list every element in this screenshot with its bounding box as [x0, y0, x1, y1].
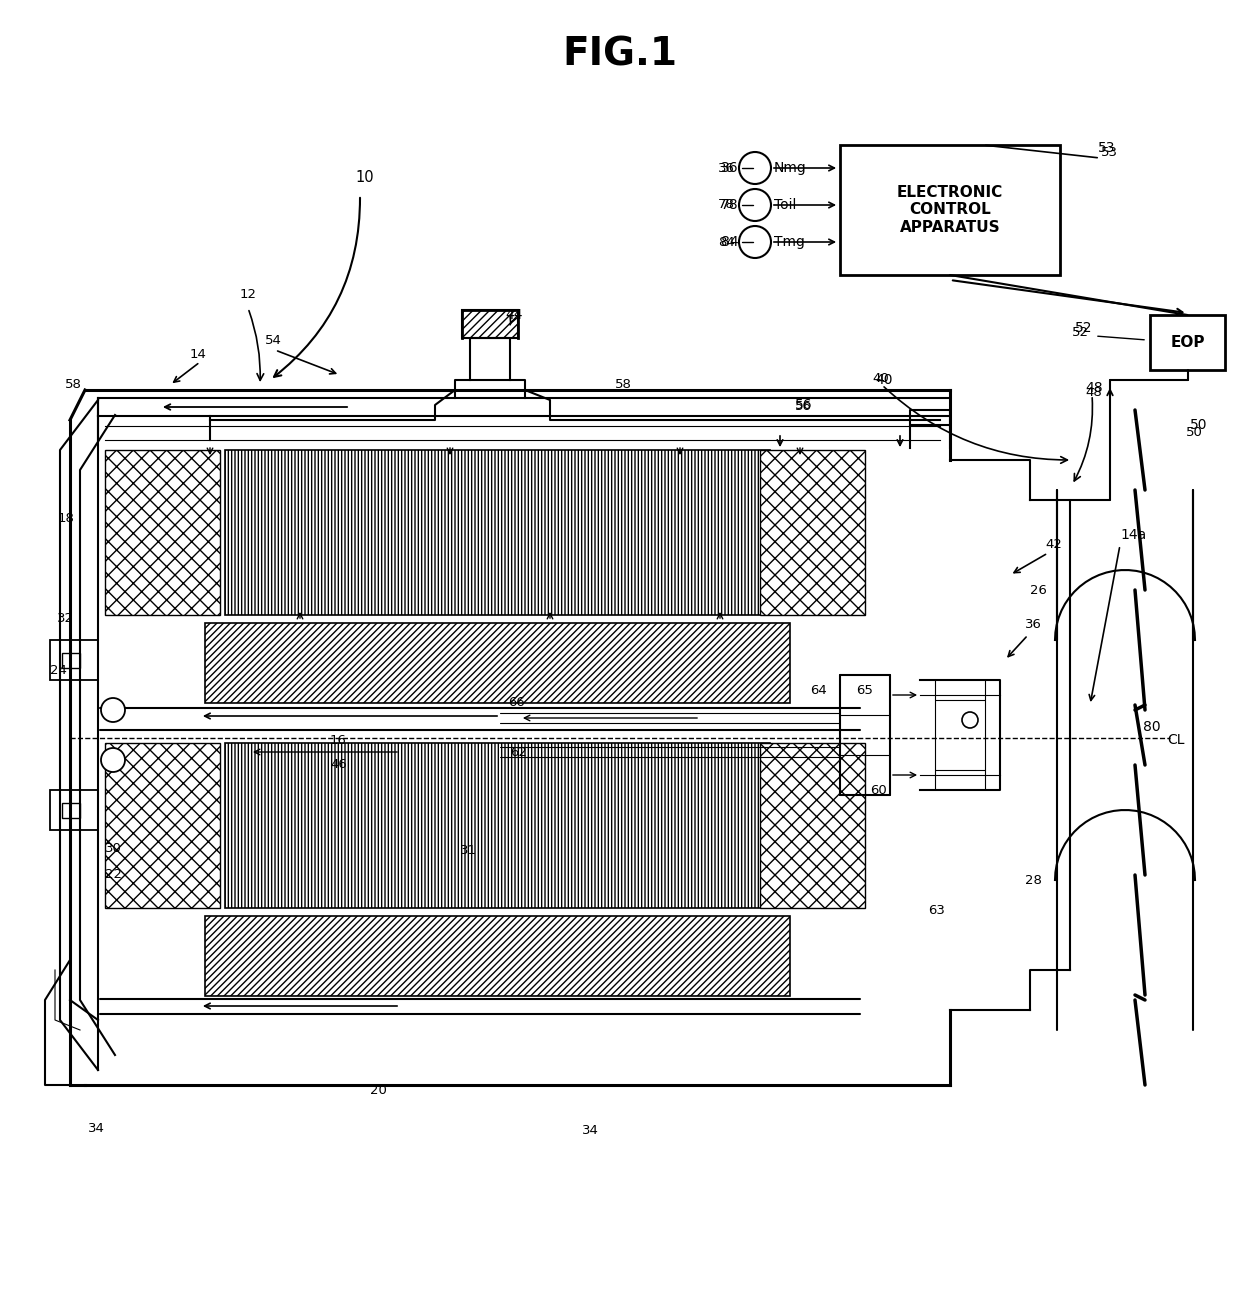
- Text: ELECTRONIC
CONTROL
APPARATUS: ELECTRONIC CONTROL APPARATUS: [897, 185, 1003, 235]
- Text: 44: 44: [505, 308, 522, 322]
- Text: 56: 56: [795, 398, 812, 412]
- Text: 52: 52: [1073, 326, 1089, 339]
- Text: 58: 58: [64, 378, 82, 391]
- Bar: [105, 744, 219, 907]
- Text: EOP: EOP: [1171, 335, 1205, 350]
- Text: 26: 26: [1030, 584, 1047, 597]
- Bar: [62, 803, 81, 818]
- Circle shape: [100, 747, 125, 772]
- Text: 80: 80: [1143, 720, 1161, 734]
- Bar: [760, 450, 866, 615]
- Bar: [105, 450, 219, 615]
- Text: Tmg: Tmg: [774, 235, 805, 250]
- Text: 14a: 14a: [1120, 528, 1146, 542]
- Text: 62: 62: [510, 745, 527, 758]
- Text: 34: 34: [88, 1122, 105, 1135]
- Text: 50: 50: [1185, 425, 1203, 438]
- Bar: [50, 640, 98, 680]
- Text: 34: 34: [582, 1123, 599, 1136]
- Text: 58: 58: [615, 378, 632, 391]
- Text: 22: 22: [105, 868, 122, 881]
- Bar: [1149, 315, 1225, 370]
- Text: 78: 78: [720, 198, 739, 212]
- Text: 18: 18: [58, 511, 74, 524]
- Text: 20: 20: [370, 1083, 387, 1096]
- Text: CL: CL: [1167, 733, 1184, 748]
- Text: 40: 40: [875, 373, 893, 387]
- Text: Toil: Toil: [774, 198, 796, 212]
- Text: 42: 42: [1045, 538, 1061, 551]
- Text: 30: 30: [105, 841, 122, 854]
- Bar: [50, 790, 98, 829]
- Text: 84: 84: [718, 235, 735, 248]
- Text: 12: 12: [241, 289, 257, 302]
- Text: 31: 31: [460, 844, 477, 857]
- Text: 36: 36: [718, 161, 735, 174]
- Bar: [224, 450, 770, 615]
- Bar: [224, 744, 770, 907]
- Circle shape: [962, 712, 978, 728]
- Text: 50: 50: [1190, 419, 1208, 432]
- Bar: [62, 653, 81, 668]
- Circle shape: [100, 698, 125, 722]
- Text: 16: 16: [330, 733, 347, 746]
- Circle shape: [739, 226, 771, 257]
- Circle shape: [739, 152, 771, 185]
- Bar: [760, 744, 866, 907]
- Text: 78: 78: [718, 199, 735, 212]
- Circle shape: [739, 188, 771, 221]
- Text: 60: 60: [870, 784, 887, 797]
- Text: 46: 46: [330, 758, 347, 771]
- Text: 36: 36: [720, 161, 739, 176]
- Text: 84: 84: [720, 235, 739, 250]
- Text: 40: 40: [872, 372, 889, 385]
- Text: 66: 66: [508, 697, 525, 710]
- Text: 48: 48: [1085, 386, 1102, 399]
- Text: 63: 63: [928, 903, 945, 916]
- Bar: [205, 916, 790, 996]
- Text: 28: 28: [1025, 874, 1042, 887]
- Bar: [463, 309, 518, 338]
- Text: FIG.1: FIG.1: [563, 36, 677, 74]
- Text: 65: 65: [856, 684, 873, 697]
- Text: 53: 53: [1101, 146, 1118, 159]
- Bar: [205, 623, 790, 703]
- Text: 24: 24: [50, 663, 67, 676]
- Text: 56: 56: [795, 400, 812, 413]
- Text: Nmg: Nmg: [774, 161, 807, 176]
- Text: 36: 36: [1025, 619, 1042, 632]
- Text: 53: 53: [1097, 140, 1116, 155]
- Text: 48: 48: [1085, 381, 1102, 395]
- Bar: [839, 146, 1060, 276]
- Text: 64: 64: [810, 684, 827, 697]
- Text: 32: 32: [57, 611, 74, 624]
- Text: 10: 10: [355, 170, 373, 186]
- Text: 14: 14: [190, 348, 207, 361]
- Text: 54: 54: [265, 334, 281, 347]
- Text: 52: 52: [1075, 321, 1092, 335]
